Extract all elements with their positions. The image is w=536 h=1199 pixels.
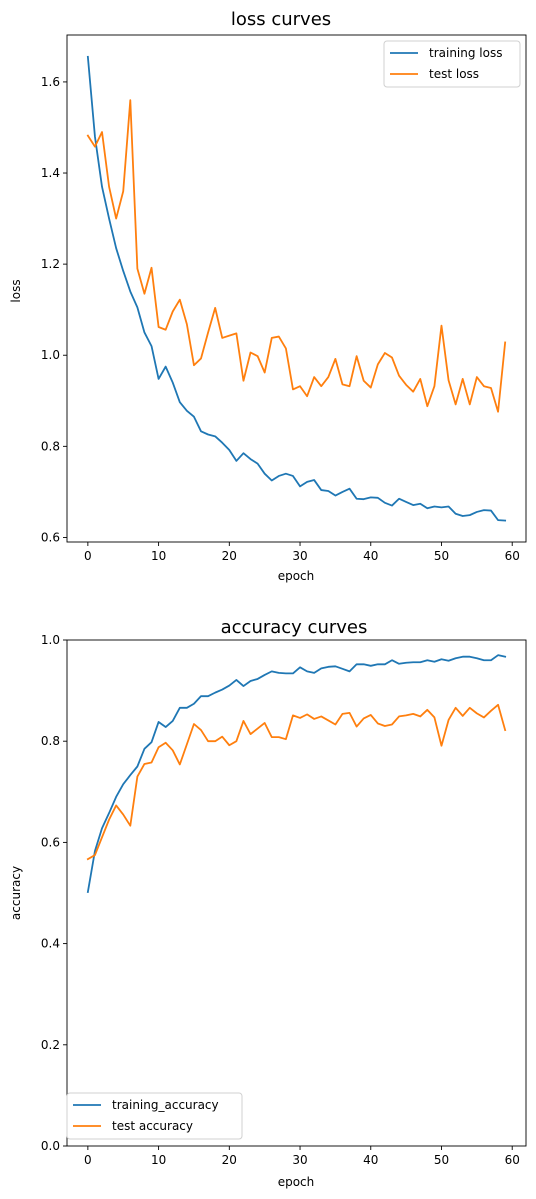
loss-xtick-label: 10 [151, 549, 166, 563]
accuracy-xtick-label: 10 [151, 1153, 166, 1167]
loss-xtick-label: 20 [222, 549, 237, 563]
loss-xtick-label: 60 [505, 549, 520, 563]
accuracy-series-training [86, 654, 507, 894]
accuracy-ytick-label: 1.0 [41, 633, 60, 647]
accuracy-chart-plot-area: 0 10 20 30 40 50 60 0.0 0.2 0.4 0.6 0.8 1.0 [41, 633, 527, 1167]
loss-chart-title: loss curves [231, 9, 331, 30]
loss-series-test [86, 99, 507, 413]
accuracy-legend-label-training: training_accuracy [112, 1098, 219, 1112]
accuracy-ytick-label: 0.0 [41, 1139, 60, 1153]
accuracy-xtick-label: 50 [434, 1153, 449, 1167]
accuracy-chart: accuracy curves 0 10 20 30 40 50 60 0.0 0.2 0.4 0.… [9, 617, 527, 1189]
loss-legend-label-test: test loss [429, 67, 479, 81]
accuracy-xtick-label: 20 [222, 1153, 237, 1167]
accuracy-legend-frame [66, 1092, 243, 1140]
loss-chart: loss curves 0 10 20 30 40 50 60 0.6 0.8 1.0 1.2 1.4… [9, 9, 527, 583]
accuracy-ytick-label: 0.6 [41, 835, 60, 849]
loss-chart-xlabel: epoch [278, 569, 315, 583]
accuracy-ytick-label: 0.2 [41, 1038, 60, 1052]
loss-series-training [86, 55, 507, 522]
accuracy-ytick-label: 0.8 [41, 734, 60, 748]
loss-chart-legend: training loss test loss [383, 40, 521, 88]
loss-chart-plot-area: 0 10 20 30 40 50 60 0.6 0.8 1.0 1.2 1.4 1.6 [41, 34, 527, 563]
loss-ytick-label: 1.0 [41, 348, 60, 362]
loss-legend-label-training: training loss [429, 46, 502, 60]
accuracy-xtick-label: 30 [292, 1153, 307, 1167]
accuracy-xtick-label: 60 [505, 1153, 520, 1167]
loss-xtick-label: 40 [363, 549, 378, 563]
accuracy-ytick-label: 0.4 [41, 937, 60, 951]
accuracy-chart-title: accuracy curves [221, 617, 368, 638]
loss-axes-frame [66, 34, 527, 543]
loss-xtick-label: 0 [84, 549, 92, 563]
accuracy-xtick-label: 40 [363, 1153, 378, 1167]
loss-ytick-label: 1.2 [41, 257, 60, 271]
loss-xtick-label: 30 [292, 549, 307, 563]
accuracy-chart-xlabel: epoch [278, 1175, 315, 1189]
loss-ytick-label: 1.4 [41, 166, 60, 180]
loss-xtick-label: 50 [434, 549, 449, 563]
loss-ytick-label: 0.8 [41, 439, 60, 453]
accuracy-axes-frame [66, 639, 527, 1147]
accuracy-series-test [86, 703, 507, 861]
loss-ytick-label: 1.6 [41, 75, 60, 89]
loss-ytick-label: 0.6 [41, 530, 60, 544]
accuracy-chart-legend: training_accuracy test accuracy [66, 1092, 243, 1140]
accuracy-xtick-label: 0 [84, 1153, 92, 1167]
accuracy-legend-label-test: test accuracy [112, 1119, 193, 1133]
loss-chart-ylabel: loss [9, 279, 23, 302]
accuracy-chart-ylabel: accuracy [9, 866, 23, 920]
